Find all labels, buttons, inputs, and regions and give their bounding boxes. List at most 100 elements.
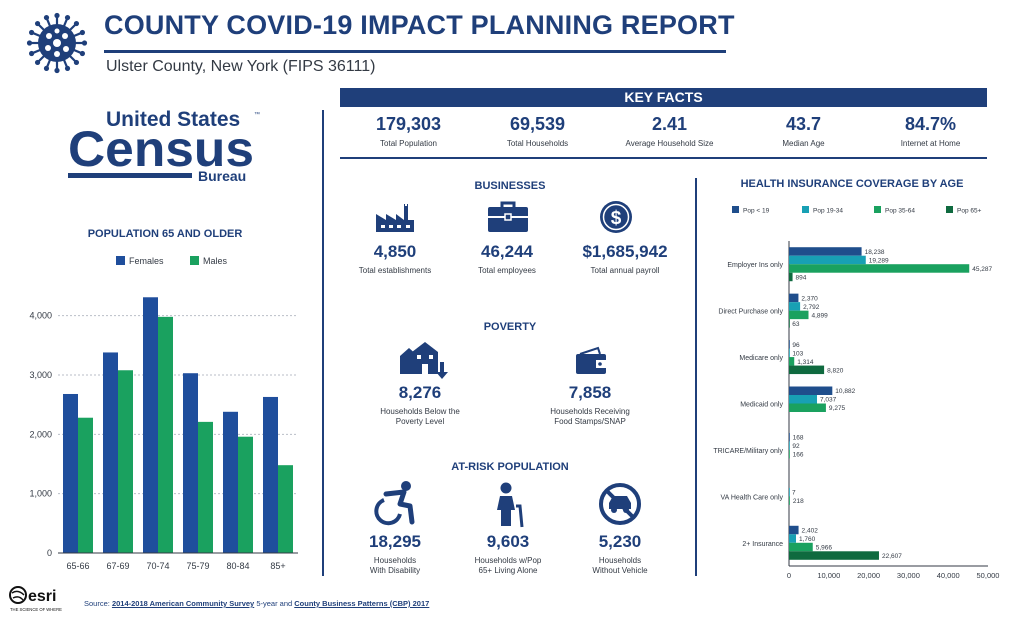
data-label: 63 bbox=[792, 321, 800, 328]
key-fact-total-population: 179,303 Total Population bbox=[344, 112, 473, 148]
report-subtitle: Ulster County, New York (FIPS 36111) bbox=[106, 58, 376, 75]
bar-pop-19 bbox=[789, 432, 790, 442]
bar-males bbox=[118, 370, 133, 553]
stat-label: Total establishments bbox=[358, 266, 432, 275]
stat-label-line2: Without Vehicle bbox=[592, 566, 648, 575]
y-tick-label: 1,000 bbox=[29, 489, 52, 499]
x-tick-label: 70-74 bbox=[146, 561, 169, 571]
data-label: 9,275 bbox=[829, 405, 846, 412]
x-tick-label: 10,000 bbox=[817, 571, 840, 580]
bar-pop-19-34 bbox=[789, 395, 818, 404]
stat-value: 8,276 bbox=[398, 383, 442, 402]
x-tick-label: 65-66 bbox=[66, 561, 89, 571]
bar-pop-35-64 bbox=[789, 357, 795, 366]
stat-food-stamps: 7,858 Households Receiving Food Stamps/SN… bbox=[530, 383, 650, 427]
stat-value: 46,244 bbox=[481, 242, 533, 261]
data-label: 166 bbox=[793, 452, 804, 459]
data-label: 96 bbox=[792, 342, 800, 349]
stat-label-line1: Households bbox=[373, 556, 417, 565]
pop65-chart-title: POPULATION 65 AND OLDER bbox=[87, 228, 243, 240]
bar-pop-65- bbox=[789, 365, 825, 375]
data-label: 7 bbox=[792, 490, 796, 497]
poverty-heading: POVERTY bbox=[483, 321, 537, 333]
key-fact-value: 43.7 bbox=[785, 114, 822, 134]
bar-pop-19-34 bbox=[789, 302, 801, 311]
x-tick-label: 0 bbox=[787, 571, 791, 580]
x-tick-label: 75-79 bbox=[186, 561, 209, 571]
stat-value: $1,685,942 bbox=[582, 242, 668, 261]
virus-spike-tip bbox=[79, 50, 86, 57]
bar-pop-19-34 bbox=[789, 534, 797, 543]
virus-spike-tip bbox=[34, 20, 41, 27]
x-tick-label: 80-84 bbox=[226, 561, 249, 571]
source-prefix: Source: bbox=[84, 599, 112, 608]
x-tick-label: 30,000 bbox=[897, 571, 920, 580]
source-link-acs[interactable]: 2014-2018 American Community Survey bbox=[111, 599, 255, 608]
category-label: Employer Ins only bbox=[727, 262, 783, 269]
stat-living-alone: 9,603 Households w/Pop 65+ Living Alone bbox=[458, 532, 558, 576]
health-insurance-bar-chart: Pop < 19 Pop 19-34 Pop 35-64 Pop 65+ 0 10,000… bbox=[713, 206, 999, 580]
stat-value: 4,850 bbox=[373, 242, 417, 261]
esri-tagline: THE SCIENCE OF WHERE bbox=[10, 607, 62, 612]
bar-pop-35-64 bbox=[789, 449, 790, 459]
source-link-cbp[interactable]: County Business Patterns (CBP) 2017 bbox=[294, 599, 430, 608]
data-label: 18,238 bbox=[865, 249, 885, 256]
stat-label-line1: Households bbox=[598, 556, 642, 565]
data-label: 1,760 bbox=[799, 536, 816, 543]
virus-spike bbox=[62, 59, 68, 68]
stat-label: Households Receiving Food Stamps/SNAP bbox=[530, 407, 650, 427]
x-tick-label: 67-69 bbox=[106, 561, 129, 571]
virus-spike bbox=[73, 32, 82, 38]
legend-label: Females bbox=[129, 256, 164, 266]
data-label: 2,792 bbox=[803, 304, 820, 311]
bar-males bbox=[158, 316, 173, 553]
virus-spike-tip bbox=[64, 65, 71, 72]
stat-label-line2: 65+ Living Alone bbox=[478, 566, 538, 575]
stat-total-establishments: 4,850 Total establishments bbox=[340, 242, 450, 276]
stat-below-poverty: 8,276 Households Below the Poverty Level bbox=[360, 383, 480, 427]
virus-spike-tip bbox=[34, 59, 41, 66]
stat-label: Total employees bbox=[478, 266, 536, 275]
y-tick-label: 4,000 bbox=[29, 311, 52, 321]
stat-label-line2: With Disability bbox=[369, 566, 421, 575]
legend-swatch bbox=[190, 256, 199, 265]
wallet-icon bbox=[576, 346, 606, 374]
no-car-icon bbox=[599, 483, 641, 525]
bar-pop-19-34 bbox=[789, 487, 790, 497]
virus-spike-tip bbox=[54, 12, 60, 19]
census-logo-line2: Census bbox=[68, 121, 254, 177]
census-logo-line3: Bureau bbox=[198, 168, 246, 184]
esri-wordmark: esri bbox=[28, 588, 56, 605]
bar-females bbox=[63, 393, 78, 553]
title-rule bbox=[104, 50, 726, 53]
key-fact-median-age: 43.7 Median Age bbox=[739, 112, 868, 148]
wheelchair-icon bbox=[374, 481, 415, 526]
legend-swatch bbox=[802, 206, 809, 213]
stat-label-line1: Households w/Pop bbox=[474, 556, 542, 565]
virus-spike-tip bbox=[54, 67, 60, 74]
stat-label: Households Below the Poverty Level bbox=[360, 407, 480, 427]
bar-pop-19 bbox=[789, 525, 799, 535]
at-risk-heading: AT-RISK POPULATION bbox=[451, 461, 569, 473]
bar-females bbox=[223, 411, 238, 553]
legend-label: Males bbox=[203, 256, 228, 266]
virus-spike-tip bbox=[73, 59, 80, 66]
key-fact-label: Total Households bbox=[506, 139, 569, 148]
key-fact-value: 2.41 bbox=[651, 114, 688, 134]
health-chart-title: HEALTH INSURANCE COVERAGE BY AGE bbox=[740, 178, 964, 190]
virus-spike-tip bbox=[43, 65, 50, 72]
virus-spike-tip bbox=[81, 40, 88, 46]
x-tick-label: 85+ bbox=[270, 561, 285, 571]
virus-spike bbox=[68, 23, 77, 32]
stat-label: Households Without Vehicle bbox=[570, 556, 670, 576]
bar-males bbox=[198, 421, 213, 553]
bar-pop-35-64 bbox=[789, 310, 809, 320]
key-fact-internet: 84.7% Internet at Home bbox=[866, 112, 995, 148]
stat-label: Total annual payroll bbox=[590, 266, 660, 275]
stat-label-line1: Households Below the bbox=[380, 407, 460, 416]
bar-pop-19 bbox=[789, 293, 799, 303]
stat-without-vehicle: 5,230 Households Without Vehicle bbox=[570, 532, 670, 576]
esri-logo: esri THE SCIENCE OF WHERE bbox=[9, 586, 62, 612]
bar-pop-65- bbox=[789, 551, 879, 560]
virus-spike bbox=[46, 59, 52, 68]
